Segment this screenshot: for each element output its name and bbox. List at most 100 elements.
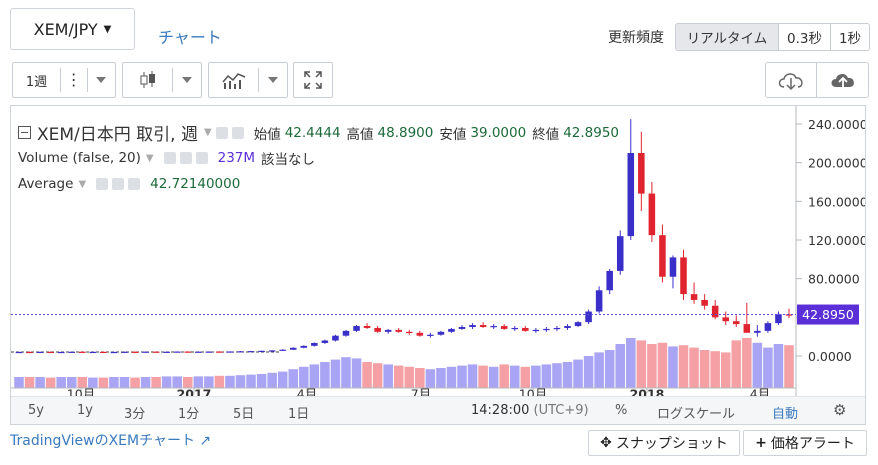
symbol-selector[interactable]: XEM/JPY ▼ bbox=[10, 8, 135, 50]
close-icon[interactable] bbox=[128, 178, 141, 190]
candle-body bbox=[57, 351, 65, 354]
candle-body bbox=[395, 329, 402, 332]
move-icon: ✥ bbox=[600, 435, 612, 451]
range-5d-button[interactable]: 5日 bbox=[233, 407, 255, 422]
candle-body bbox=[173, 351, 181, 353]
volume-bar bbox=[98, 377, 109, 388]
candle-body bbox=[36, 351, 44, 354]
cloud-upload-icon[interactable] bbox=[816, 62, 869, 98]
eye-icon[interactable] bbox=[96, 178, 109, 190]
legend-average: Average ▼ 42.72140000 bbox=[18, 176, 240, 192]
candle-body bbox=[279, 349, 286, 351]
candle-body bbox=[163, 351, 170, 353]
volume-bar bbox=[77, 377, 88, 388]
candle-body bbox=[300, 345, 308, 348]
chevron-down-icon: ▼ bbox=[103, 23, 112, 35]
gear-icon[interactable] bbox=[231, 126, 244, 139]
interval-button[interactable]: 1週 bbox=[25, 74, 48, 90]
collapse-icon[interactable] bbox=[18, 126, 31, 139]
chart-panel[interactable] bbox=[10, 105, 866, 425]
close-icon[interactable] bbox=[195, 152, 208, 164]
candle-body bbox=[152, 351, 160, 353]
range-1y-button[interactable]: 1y bbox=[77, 403, 93, 418]
chevron-down-icon[interactable] bbox=[259, 77, 287, 83]
candle-body bbox=[680, 257, 687, 295]
volume-bar bbox=[109, 377, 119, 388]
auto-scale-button[interactable]: 自動 bbox=[772, 407, 799, 422]
cloud-download-icon[interactable] bbox=[765, 62, 817, 98]
volume-bar bbox=[362, 362, 372, 388]
snapshot-button[interactable]: ✥ スナップショット bbox=[588, 430, 740, 456]
chart-link[interactable]: チャート bbox=[158, 28, 222, 47]
candle-body bbox=[89, 351, 97, 354]
candle-body bbox=[574, 322, 582, 327]
volume-bar bbox=[509, 365, 520, 388]
candle-body bbox=[406, 331, 413, 334]
candle-body bbox=[321, 340, 329, 343]
candle-body bbox=[205, 351, 213, 353]
candle-body bbox=[427, 334, 434, 336]
range-1d-button[interactable]: 1日 bbox=[288, 407, 310, 422]
percent-button[interactable]: % bbox=[615, 403, 628, 418]
price-chart[interactable]: 240.0000 200.0000 160.0000 120.0000 80.0000 4… bbox=[11, 106, 865, 396]
candle-body bbox=[110, 351, 118, 354]
frequency-1s-button[interactable]: 1秒 bbox=[830, 23, 870, 51]
candle-body bbox=[511, 327, 519, 330]
candle-body bbox=[437, 331, 445, 335]
volume-bar bbox=[720, 352, 731, 388]
candle-body bbox=[606, 270, 613, 291]
gear-icon[interactable] bbox=[112, 178, 125, 190]
price-alert-button[interactable]: + 価格アラート bbox=[743, 430, 867, 456]
gear-icon[interactable] bbox=[179, 152, 192, 164]
y-tick-label: 160.0000 bbox=[808, 194, 865, 209]
volume-bar bbox=[657, 342, 668, 388]
candle-body bbox=[764, 323, 772, 331]
high-value: 48.8900 bbox=[377, 124, 434, 141]
range-5y-button[interactable]: 5y bbox=[28, 403, 44, 418]
high-label: 高値 bbox=[346, 126, 374, 143]
volume-bar bbox=[256, 374, 267, 388]
volume-note: 該当なし bbox=[261, 152, 316, 168]
volume-bar bbox=[56, 377, 66, 388]
volume-bar bbox=[330, 359, 341, 388]
gear-icon[interactable]: ⚙ bbox=[833, 401, 847, 419]
chevron-down-icon[interactable]: ▼ bbox=[204, 127, 212, 138]
clock-display[interactable]: 14:28:00 (UTC+9) bbox=[471, 403, 589, 418]
chevron-down-icon[interactable] bbox=[88, 77, 115, 83]
candle-body bbox=[564, 326, 571, 328]
volume-bar bbox=[35, 377, 45, 388]
volume-label: Volume (false, 20) bbox=[18, 150, 141, 166]
frequency-0-3s-button[interactable]: 0.3秒 bbox=[778, 23, 831, 51]
volume-bar bbox=[45, 377, 56, 388]
volume-bar bbox=[351, 358, 362, 388]
y-tick-label: 0.0000 bbox=[808, 349, 852, 364]
more-icon[interactable]: ⋮ bbox=[65, 70, 82, 89]
chevron-down-icon[interactable] bbox=[173, 77, 201, 83]
x-tick-label: 4月 bbox=[750, 387, 770, 396]
tradingview-link[interactable]: TradingViewのXEMチャート ↗ bbox=[10, 433, 212, 449]
volume-bar bbox=[668, 346, 678, 388]
candlestick-icon[interactable] bbox=[123, 70, 172, 90]
range-3m-button[interactable]: 3分 bbox=[124, 407, 146, 422]
volume-bar bbox=[383, 364, 393, 388]
candle-body bbox=[479, 325, 487, 327]
candle-body bbox=[458, 327, 466, 329]
external-link-icon: ↗ bbox=[199, 433, 212, 449]
average-label: Average bbox=[18, 176, 74, 192]
log-scale-button[interactable]: ログスケール bbox=[657, 407, 736, 422]
volume-bar bbox=[225, 375, 235, 388]
frequency-realtime-button[interactable]: リアルタイム bbox=[675, 23, 779, 51]
chevron-down-icon[interactable]: ▼ bbox=[145, 152, 154, 164]
volume-bar bbox=[541, 364, 552, 388]
eye-icon[interactable] bbox=[215, 126, 228, 139]
range-1m-button[interactable]: 1分 bbox=[178, 407, 200, 422]
indicator-icon[interactable] bbox=[209, 71, 258, 89]
eye-icon[interactable] bbox=[163, 152, 176, 164]
fullscreen-icon[interactable] bbox=[293, 62, 333, 98]
chevron-down-icon[interactable]: ▼ bbox=[78, 178, 87, 190]
interval-toolbar-group: 1週 ⋮ bbox=[12, 62, 116, 98]
candle-body bbox=[500, 326, 508, 329]
low-value: 39.0000 bbox=[470, 124, 527, 141]
symbol-label: XEM/JPY bbox=[33, 19, 98, 39]
candle-body bbox=[490, 326, 497, 328]
